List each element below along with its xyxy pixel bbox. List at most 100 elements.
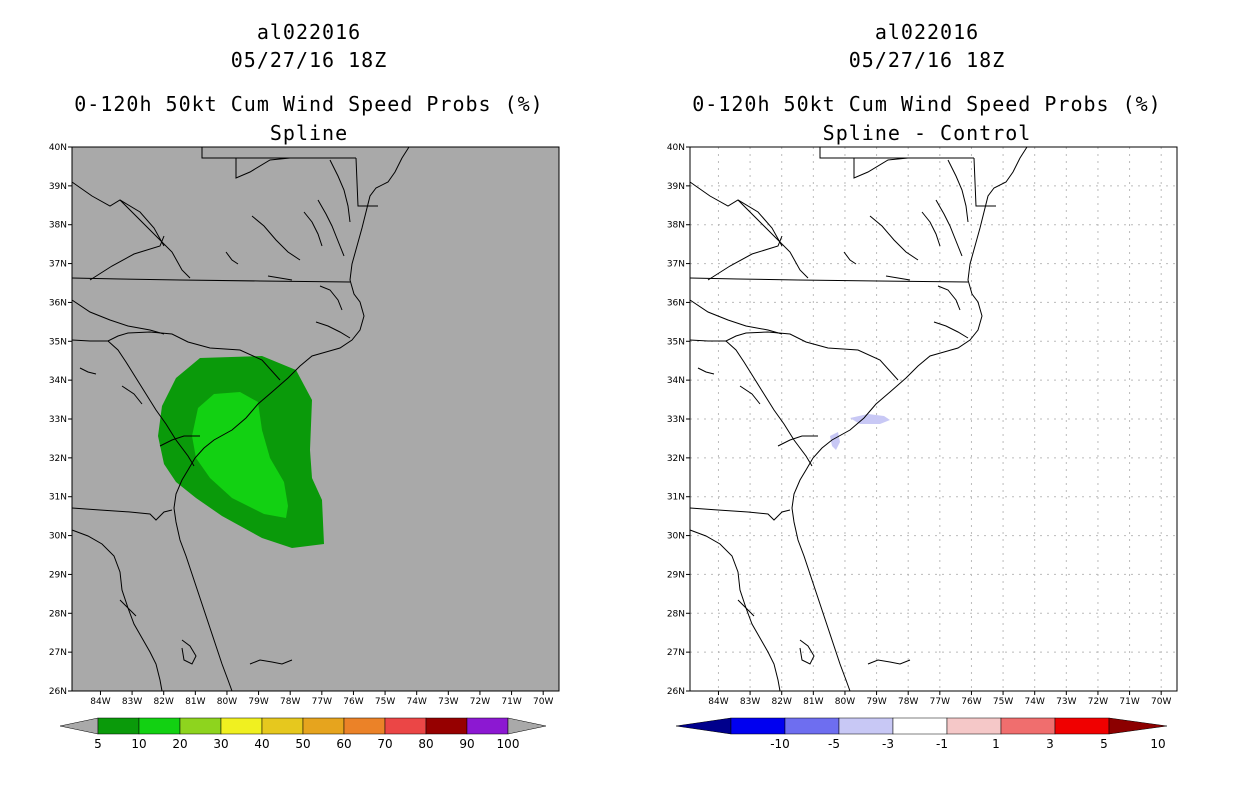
right-lon-label: 83W xyxy=(740,697,760,707)
right-colorbar-bin xyxy=(946,717,1002,735)
right-lon-label: 70W xyxy=(1151,697,1171,707)
right-lon-label: 71W xyxy=(1119,697,1139,707)
right-lat-label: 33N xyxy=(667,415,685,425)
right-lat-label: 36N xyxy=(667,298,685,308)
left-colorbar-label: 100 xyxy=(497,737,520,751)
left-storm-id: al022016 xyxy=(256,20,362,44)
left-lon-label: 83W xyxy=(122,697,142,707)
right-colorbar-bin xyxy=(838,717,894,735)
left-state-border xyxy=(159,435,200,447)
left-state-border xyxy=(235,157,291,179)
right-colorbar-bin xyxy=(1054,717,1110,735)
left-state-border xyxy=(71,299,165,335)
right-lon-label: 76W xyxy=(961,697,981,707)
right-colorbar-label: -5 xyxy=(828,737,840,751)
left-river xyxy=(251,215,301,261)
right-time: 05/27/16 18Z xyxy=(848,48,1006,72)
right-state-border xyxy=(725,340,813,467)
right-basemap xyxy=(689,146,1028,692)
left-colorbar-label: 50 xyxy=(295,737,310,751)
right-river xyxy=(739,385,761,405)
left-state-border xyxy=(201,147,356,159)
right-lat-label: 32N xyxy=(667,454,685,464)
left-river xyxy=(249,659,293,665)
right-colorbar-label: 3 xyxy=(1046,737,1054,751)
right-lon-label: 81W xyxy=(803,697,823,707)
left-map: 40N 39N 38N 37N 36N 35N 34N 33N 32N 31N 30N 29N 28N 2… xyxy=(49,143,560,751)
right-river xyxy=(937,285,961,311)
left-colorbar-label: 5 xyxy=(94,737,102,751)
right-lat-label: 31N xyxy=(667,493,685,503)
left-colorbar-bin xyxy=(138,717,181,735)
left-atlantic-coastline xyxy=(173,146,410,692)
right-state-border xyxy=(973,157,996,207)
right-state-border xyxy=(689,181,783,247)
right-lat-label: 26N xyxy=(667,687,685,697)
right-storm-id: al022016 xyxy=(874,20,980,44)
right-colorbar-bin xyxy=(784,717,840,735)
left-lat-label: 32N xyxy=(49,454,67,464)
left-lat-label: 27N xyxy=(49,648,67,658)
right-lat-label: 40N xyxy=(667,143,685,153)
right-lon-label: 79W xyxy=(866,697,886,707)
right-lat-label: 27N xyxy=(667,648,685,658)
left-colorbar-label: 60 xyxy=(336,737,351,751)
right-product-title: 0-120h 50kt Cum Wind Speed Probs (%) xyxy=(692,92,1162,116)
right-state-border xyxy=(707,235,783,281)
left-lon-label: 75W xyxy=(375,697,395,707)
left-basemap xyxy=(71,146,410,692)
right-colorbar-high-arrow xyxy=(1108,717,1168,735)
left-colorbar-bin xyxy=(302,717,345,735)
left-state-border xyxy=(71,277,351,283)
left-river xyxy=(303,211,323,247)
left-lon-label: 78W xyxy=(280,697,300,707)
left-lat-label: 35N xyxy=(49,337,67,347)
left-colorbar-bin xyxy=(466,717,509,735)
left-lat-label: 38N xyxy=(49,221,67,231)
right-river xyxy=(885,275,911,281)
right-state-border xyxy=(853,157,909,179)
right-colorbar-bin xyxy=(730,717,786,735)
right-lat-label: 30N xyxy=(667,532,685,542)
left-lat-label: 31N xyxy=(49,493,67,503)
right-state-border xyxy=(777,435,818,447)
left-river xyxy=(267,275,293,281)
right-river xyxy=(737,599,755,617)
right-lat-label: 39N xyxy=(667,182,685,192)
left-prob-10-20-contour xyxy=(192,392,288,518)
right-lon-label: 75W xyxy=(993,697,1013,707)
left-colorbar-bin xyxy=(179,717,222,735)
right-state-border xyxy=(689,507,791,521)
left-colorbar-bin xyxy=(97,717,140,735)
left-lon-label: 80W xyxy=(217,697,237,707)
left-colorbar-label: 80 xyxy=(418,737,433,751)
left-lat-label: 33N xyxy=(49,415,67,425)
right-lon-label: 77W xyxy=(930,697,950,707)
left-lat-label: 36N xyxy=(49,298,67,308)
left-lon-label: 74W xyxy=(407,697,427,707)
left-colorbar-bin xyxy=(220,717,263,735)
left-lon-label: 71W xyxy=(501,697,521,707)
right-state-border xyxy=(689,277,969,283)
right-subtitle: Spline - Control xyxy=(822,121,1032,145)
right-colorbar-label: -10 xyxy=(770,737,790,751)
right-colorbar-low-arrow xyxy=(675,717,732,735)
left-lon-label: 77W xyxy=(312,697,332,707)
right-river xyxy=(921,211,941,247)
left-colorbar-bin xyxy=(384,717,427,735)
left-lat-label: 28N xyxy=(49,609,67,619)
left-lon-label: 73W xyxy=(438,697,458,707)
left-colorbar-label: 40 xyxy=(254,737,269,751)
left-lon-label: 72W xyxy=(470,697,490,707)
right-river xyxy=(935,199,963,257)
left-lon-label: 70W xyxy=(533,697,553,707)
left-colorbar-label: 30 xyxy=(213,737,228,751)
left-lat-label: 30N xyxy=(49,532,67,542)
right-colorbar-label: -3 xyxy=(882,737,894,751)
right-lat-label: 35N xyxy=(667,337,685,347)
right-lat-label: 34N xyxy=(667,376,685,386)
left-river xyxy=(319,285,343,311)
left-state-border xyxy=(89,235,165,281)
left-subtitle: Spline xyxy=(269,121,349,145)
right-panel: al022016 05/27/16 18Z 0-120h 50kt Cum Wi… xyxy=(618,0,1236,800)
